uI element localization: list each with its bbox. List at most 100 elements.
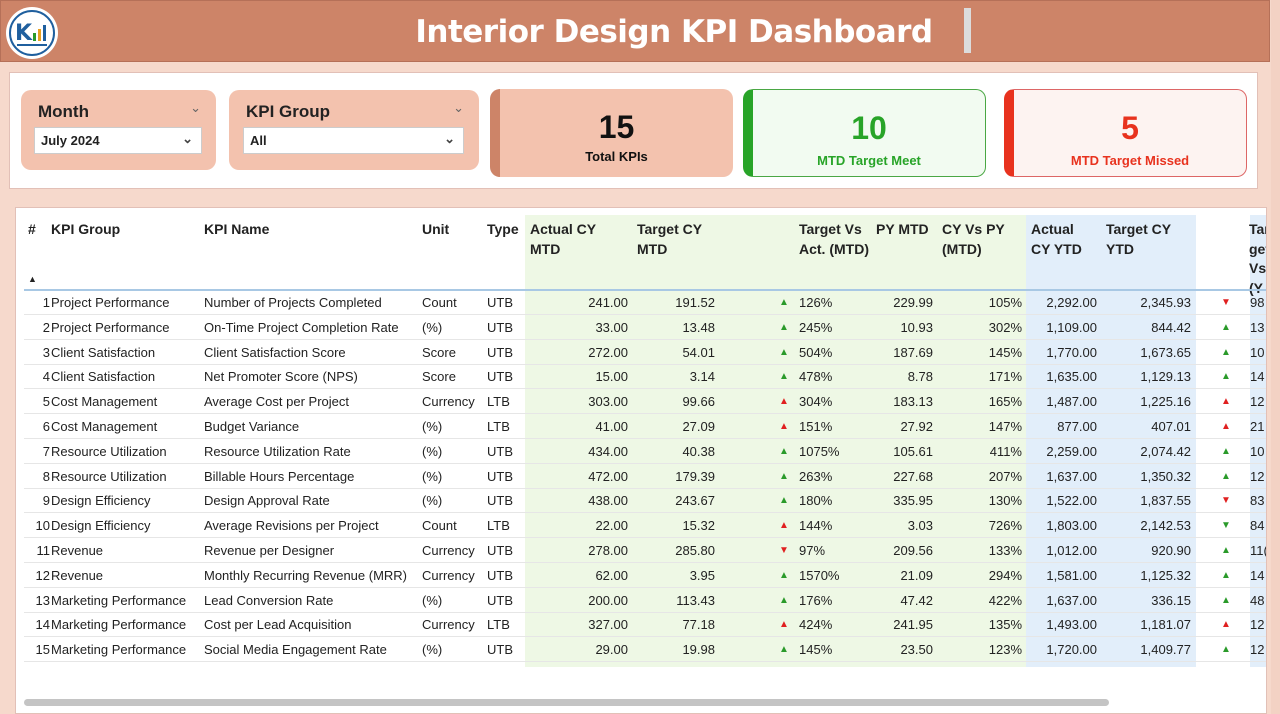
- down-arrow-icon: ▼: [779, 545, 789, 556]
- up-arrow-icon: ▲: [779, 396, 789, 408]
- month-slicer[interactable]: Month ⌄ July 2024 ⌄: [21, 90, 216, 170]
- col-header-num[interactable]: #: [28, 221, 36, 237]
- cell-actual-cy-mtd: 434.00: [588, 443, 628, 459]
- cell-target-vs-act-mtd: 1570%: [799, 567, 840, 583]
- col-header-target-cy-mtd[interactable]: Target CY MTD: [637, 221, 702, 257]
- month-dropdown[interactable]: July 2024 ⌄: [34, 127, 202, 154]
- cell-kpi-name: Design Approval Rate: [204, 493, 330, 509]
- target-missed-caption: MTD Target Missed: [1070, 153, 1190, 168]
- chevron-down-icon[interactable]: ⌄: [190, 100, 201, 115]
- up-arrow-icon: ▲: [779, 346, 789, 358]
- cell-py-mtd: 8.78: [907, 369, 933, 385]
- cell-actual-cy-ytd: 2,292.00: [1046, 295, 1097, 310]
- cell-num: 4: [42, 369, 50, 385]
- cell-target-vs-act-ytd: 14: [1250, 567, 1265, 583]
- col-header-actual-cy-mtd[interactable]: Actual CY MTD: [530, 221, 596, 257]
- col-header-kpi-name[interactable]: KPI Name: [204, 221, 270, 237]
- row-divider: [24, 537, 1266, 539]
- table-row[interactable]: 10 Design Efficiency Average Revisions per…: [24, 513, 1266, 539]
- cell-target-vs-act-mtd: 176%: [799, 592, 833, 608]
- up-arrow-icon: ▲: [1221, 470, 1231, 482]
- table-row[interactable]: 6 Cost Management Budget Variance (%) LTB 41.…: [24, 414, 1266, 439]
- cell-actual-cy-mtd: 272.00: [588, 344, 628, 360]
- cell-kpi-group: Design Efficiency: [51, 518, 151, 534]
- cell-target-vs-act-mtd: 1075%: [799, 443, 840, 459]
- col-header-target-vs-act-ytd[interactable]: Target Vs (Y: [1249, 221, 1267, 296]
- row-divider: [24, 661, 1266, 663]
- table-row[interactable]: 12 Revenue Monthly Recurring Revenue (MRR)…: [24, 563, 1266, 588]
- cell-unit: Count: [422, 518, 457, 534]
- cell-target-vs-act-ytd: 12: [1250, 468, 1265, 484]
- col-header-unit[interactable]: Unit: [422, 221, 450, 237]
- chevron-down-icon[interactable]: ⌄: [453, 100, 464, 115]
- cell-unit: Currency: [422, 394, 475, 410]
- up-arrow-icon: ▲: [1221, 321, 1231, 333]
- table-row[interactable]: 1 Project Performance Number of Projects C…: [24, 290, 1266, 315]
- col-header-target-cy-ytd[interactable]: Target CY YTD: [1106, 221, 1171, 257]
- col-header-kpi-group[interactable]: KPI Group: [51, 221, 121, 237]
- table-row[interactable]: 7 Resource Utilization Resource Utilizatio…: [24, 439, 1266, 464]
- title-divider: [964, 8, 971, 53]
- cell-num: 15: [35, 642, 50, 658]
- cell-cy-vs-py-mtd: 422%: [988, 592, 1022, 608]
- month-slicer-label: Month: [38, 102, 89, 121]
- cell-actual-cy-ytd: 1,803.00: [1046, 518, 1097, 534]
- table-row[interactable]: 3 Client Satisfaction Client Satisfaction …: [24, 340, 1266, 365]
- cell-target-vs-act-mtd: 144%: [799, 518, 833, 534]
- cell-actual-cy-ytd: 1,487.00: [1046, 394, 1097, 410]
- table-row[interactable]: 13 Marketing Performance Lead Conversion R…: [24, 588, 1266, 613]
- table-row[interactable]: 14 Marketing Performance Cost per Lead Acq…: [24, 612, 1266, 638]
- table-row[interactable]: 9 Design Efficiency Design Approval Rate (%…: [24, 488, 1266, 514]
- table-row[interactable]: 11 Revenue Revenue per Designer Currency UTB…: [24, 538, 1266, 563]
- cell-target-vs-act-mtd: 145%: [799, 642, 833, 658]
- kpi-group-dropdown[interactable]: All ⌄: [243, 127, 464, 154]
- header-divider: [24, 289, 1266, 291]
- cell-type: UTB: [487, 567, 513, 583]
- chevron-down-icon[interactable]: ⌄: [182, 131, 193, 146]
- total-kpis-value: 15: [598, 109, 635, 145]
- cell-target-cy-ytd: 407.01: [1151, 419, 1191, 434]
- cell-py-mtd: 209.56: [893, 543, 933, 558]
- cell-target-cy-ytd: 1,837.55: [1140, 493, 1191, 509]
- sort-ascending-icon[interactable]: ▲: [28, 274, 37, 284]
- col-header-actual-cy-ytd[interactable]: Actual CY YTD: [1031, 221, 1082, 257]
- cell-unit: Currency: [422, 543, 475, 558]
- cell-cy-vs-py-mtd: 123%: [988, 642, 1022, 658]
- table-row[interactable]: 8 Resource Utilization Billable Hours Perc…: [24, 464, 1266, 489]
- chevron-down-icon[interactable]: ⌄: [444, 131, 455, 146]
- cell-kpi-group: Resource Utilization: [51, 443, 167, 459]
- cell-kpi-name: Monthly Recurring Revenue (MRR): [204, 567, 408, 583]
- cell-target-cy-ytd: 1,225.16: [1140, 394, 1191, 410]
- row-divider: [24, 611, 1266, 613]
- table-row[interactable]: 2 Project Performance On-Time Project Comp…: [24, 315, 1266, 340]
- col-header-target-vs-act-mtd[interactable]: Target Vs Act. (MTD): [799, 221, 869, 257]
- up-arrow-icon: ▲: [779, 371, 789, 383]
- cell-target-cy-ytd: 844.42: [1151, 319, 1191, 335]
- table-row[interactable]: 15 Marketing Performance Social Media Enga…: [24, 637, 1266, 663]
- cell-cy-vs-py-mtd: 165%: [988, 394, 1022, 410]
- cell-kpi-name: Net Promoter Score (NPS): [204, 369, 358, 385]
- cell-py-mtd: 27.92: [900, 419, 933, 434]
- down-arrow-icon: ▼: [1221, 520, 1231, 532]
- cell-actual-cy-ytd: 1,522.00: [1046, 493, 1097, 509]
- up-arrow-icon: ▲: [1221, 594, 1231, 606]
- row-divider: [24, 413, 1266, 415]
- cell-kpi-group: Project Performance: [51, 295, 170, 310]
- cell-target-vs-act-ytd: 48: [1250, 592, 1265, 608]
- col-header-py-mtd[interactable]: PY MTD: [876, 221, 929, 237]
- cell-type: UTB: [487, 344, 513, 360]
- up-arrow-icon: ▲: [779, 297, 789, 308]
- up-arrow-icon: ▲: [779, 594, 789, 606]
- cell-num: 6: [42, 419, 50, 434]
- col-header-type[interactable]: Type: [487, 221, 519, 237]
- table-row[interactable]: 4 Client Satisfaction Net Promoter Score (…: [24, 364, 1266, 390]
- col-header-cy-vs-py-mtd[interactable]: CY Vs PY (MTD): [942, 221, 1005, 257]
- cell-kpi-name: Client Satisfaction Score: [204, 344, 346, 360]
- cell-actual-cy-ytd: 1,770.00: [1046, 344, 1097, 360]
- cell-target-cy-mtd: 54.01: [682, 344, 715, 360]
- table-row[interactable]: 5 Cost Management Average Cost per Project…: [24, 389, 1266, 415]
- cell-actual-cy-ytd: 1,109.00: [1046, 319, 1097, 335]
- kpi-group-slicer[interactable]: KPI Group ⌄ All ⌄: [229, 90, 479, 170]
- cell-target-cy-mtd: 3.14: [689, 369, 715, 385]
- horizontal-scrollbar[interactable]: [24, 699, 1109, 706]
